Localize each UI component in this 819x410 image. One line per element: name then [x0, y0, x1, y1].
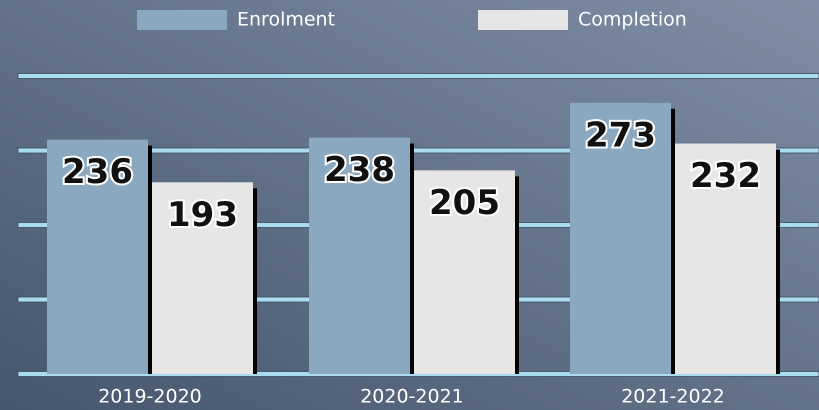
- data-label: 273: [585, 115, 656, 155]
- x-tick-label: 2019-2020: [98, 386, 202, 408]
- grid-line: [17, 147, 819, 154]
- legend-label: Enrolment: [237, 9, 335, 31]
- x-tick-label: 2021-2022: [621, 386, 725, 408]
- data-label: 238: [324, 150, 395, 190]
- bar: [152, 182, 253, 374]
- grid-line: [17, 73, 819, 79]
- bar: [675, 143, 776, 374]
- legend-swatch: [137, 10, 227, 30]
- data-label: 232: [690, 156, 761, 196]
- data-label: 193: [167, 195, 238, 235]
- legend-label: Completion: [578, 9, 687, 31]
- bar: [47, 139, 148, 374]
- data-label: 236: [62, 152, 133, 192]
- data-label: 205: [429, 183, 500, 223]
- x-tick-label: 2020-2021: [360, 386, 464, 408]
- bar: [570, 102, 671, 374]
- bar: [309, 137, 410, 374]
- legend-swatch: [478, 10, 568, 30]
- bar: [414, 170, 515, 374]
